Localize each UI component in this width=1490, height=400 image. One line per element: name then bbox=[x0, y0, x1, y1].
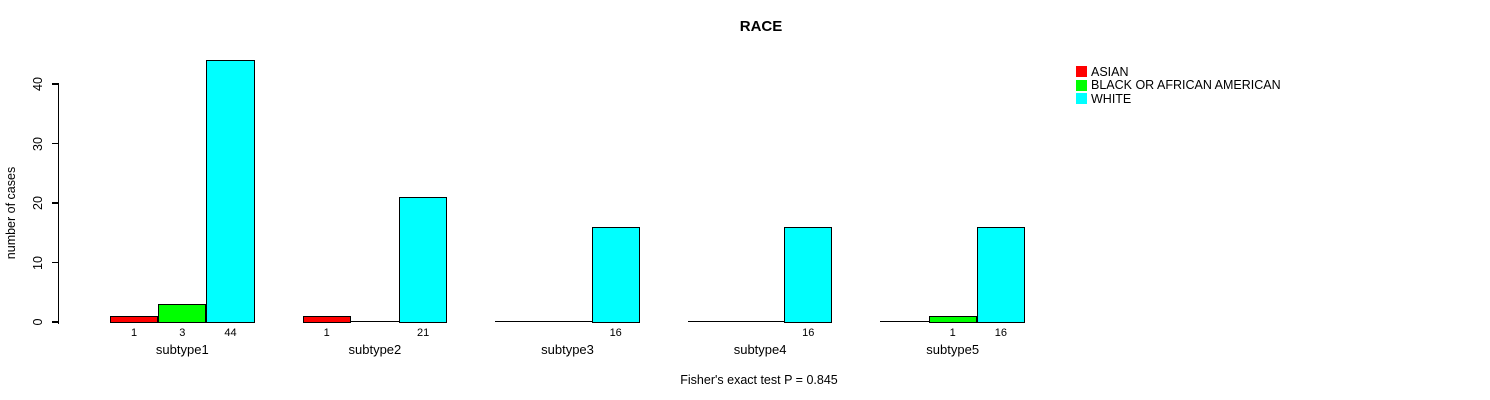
y-tick-mark bbox=[51, 142, 59, 145]
legend-item-black-or-african-american: BLACK OR AFRICAN AMERICAN bbox=[1076, 78, 1281, 93]
y-tick-label: 10 bbox=[31, 255, 45, 270]
bar-value-label: 16 bbox=[609, 327, 622, 339]
bar-white-subtype2 bbox=[399, 197, 448, 324]
group-baseline bbox=[302, 320, 448, 322]
bar-asian-subtype1 bbox=[110, 316, 159, 324]
legend-swatch-white bbox=[1076, 93, 1087, 105]
bar-value-label: 21 bbox=[416, 327, 430, 339]
bar-value-label: 16 bbox=[802, 327, 815, 339]
y-tick-label: 40 bbox=[31, 77, 45, 91]
y-tick-label: 20 bbox=[31, 196, 45, 210]
stat-caption: Fisher's exact test P = 0.845 bbox=[680, 373, 838, 387]
y-tick-mark bbox=[51, 202, 59, 204]
legend-label-asian: ASIAN bbox=[1091, 64, 1129, 79]
legend-swatch-black-or-african-american bbox=[1076, 79, 1087, 91]
legend: ASIAN BLACK OR AFRICAN AMERICAN WHITE bbox=[1076, 65, 1281, 106]
group-baseline bbox=[687, 320, 833, 322]
bar-asian-subtype2 bbox=[302, 316, 351, 324]
bar-value-label: 3 bbox=[179, 327, 186, 339]
group-baseline bbox=[495, 320, 640, 322]
category-label-subtype1: subtype1 bbox=[155, 342, 209, 357]
y-axis-line bbox=[57, 84, 60, 324]
y-tick-label: 30 bbox=[31, 136, 45, 151]
y-tick-mark bbox=[51, 321, 59, 323]
category-label-subtype4: subtype4 bbox=[733, 342, 787, 357]
bar-black-or-african-american-subtype5 bbox=[928, 316, 977, 324]
bar-value-label: 16 bbox=[994, 327, 1008, 339]
y-tick-mark bbox=[51, 83, 59, 85]
bar-white-subtype1 bbox=[206, 60, 255, 324]
category-label-subtype3: subtype3 bbox=[541, 342, 594, 357]
legend-item-white: WHITE bbox=[1076, 92, 1281, 106]
bar-value-label: 1 bbox=[949, 327, 956, 339]
bar-value-label: 44 bbox=[224, 327, 237, 339]
y-tick-label: 0 bbox=[31, 318, 45, 326]
legend-label-black-or-african-american: BLACK OR AFRICAN AMERICAN bbox=[1091, 78, 1281, 93]
bar-value-label: 1 bbox=[323, 327, 330, 339]
y-axis-title: number of cases bbox=[4, 166, 18, 260]
bar-white-subtype5 bbox=[976, 226, 1025, 324]
category-label-subtype2: subtype2 bbox=[348, 342, 402, 357]
chart-title: RACE bbox=[739, 18, 783, 35]
bar-white-subtype4 bbox=[784, 226, 833, 324]
legend-item-asian: ASIAN bbox=[1076, 65, 1281, 79]
legend-label-white: WHITE bbox=[1091, 91, 1132, 106]
category-label-subtype5: subtype5 bbox=[926, 342, 980, 357]
bar-white-subtype3 bbox=[591, 226, 640, 324]
y-tick-mark bbox=[51, 261, 59, 264]
legend-swatch-asian bbox=[1076, 66, 1087, 78]
bar-value-label: 1 bbox=[131, 327, 138, 339]
bar-black-or-african-american-subtype1 bbox=[158, 304, 207, 324]
